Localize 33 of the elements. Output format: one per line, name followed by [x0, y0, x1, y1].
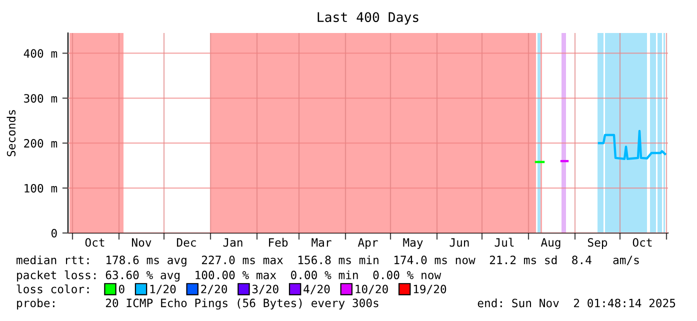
legend-label: 1/20 — [150, 284, 176, 294]
x-tick-label: Sep — [588, 238, 608, 249]
y-tick-label: 300 m — [24, 94, 58, 103]
line-series — [598, 130, 666, 160]
text: packet loss: 63.60 % avg 100.00 % max 0.00 % min 0.00 % now — [17, 270, 442, 282]
legend-title: loss color: — [16, 284, 89, 294]
chart-title: Last 400 Days — [318, 12, 418, 25]
x-tick-label: Jun — [450, 238, 469, 247]
x-tick-label: May — [403, 238, 423, 249]
x-tick-label: Aug — [540, 238, 560, 249]
x-tick-label: Oct — [632, 238, 652, 247]
legend-label: 2/20 — [201, 284, 228, 294]
text: median rtt: 178.6 ms avg 227.0 ms max 156.8 ms min 174.0 ms now 21.2 ms sd 8.4 am/s — [16, 255, 639, 267]
text: probe: 20 ICMP Echo Pings (56 Bytes) every 300s — [17, 298, 378, 310]
x-tick-label: Nov — [132, 238, 152, 247]
x-tick-label: Jul — [494, 238, 514, 247]
x-tick-label: Feb — [269, 238, 288, 247]
x-tick-label: Oct — [85, 238, 104, 247]
x-tick-label: Apr — [358, 238, 378, 249]
legend-label: 19/20 — [414, 284, 446, 294]
x-tick-label: Dec — [176, 238, 196, 247]
legend-label: 4/20 — [304, 284, 330, 294]
x-tick-label: Mar — [312, 238, 332, 247]
text: end: Sun Nov 2 01:48:14 2025 — [478, 298, 676, 308]
legend-label: 0 — [118, 284, 124, 294]
y-tick-label: 200 m — [24, 139, 58, 148]
legend-label: 3/20 — [252, 284, 278, 294]
x-tick-label: Jan — [223, 238, 242, 247]
y-tick-label: 100 m — [24, 184, 58, 193]
y-tick-label: 0 — [51, 228, 57, 238]
legend-label: 10/20 — [356, 284, 388, 294]
y-axis-title: Seconds — [6, 110, 16, 156]
y-tick-label: 400 m — [24, 49, 58, 58]
